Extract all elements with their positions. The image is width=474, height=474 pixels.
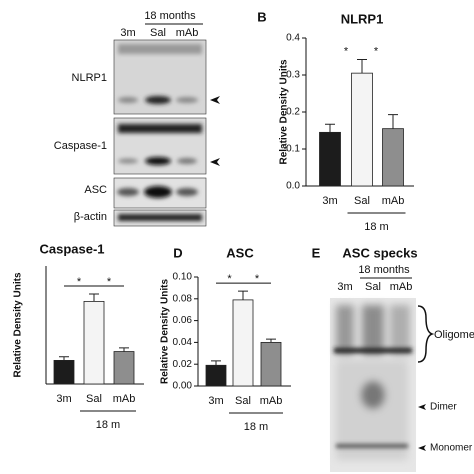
lane-label: mAb — [390, 281, 413, 293]
bar — [382, 128, 404, 187]
significance: * — [344, 45, 349, 57]
bar — [351, 72, 373, 187]
error-bar — [238, 290, 248, 300]
y-tick-label: 0.04 — [173, 337, 193, 348]
significance: * — [107, 276, 112, 288]
blot-a: 18 months 3m Sal mAb NLRP1 Caspase-1 ASC… — [54, 10, 220, 227]
y-tick-label: 0.2 — [286, 107, 300, 118]
lane-label: Sal — [150, 27, 166, 39]
y-tick-label: 0.10 — [173, 272, 193, 283]
y-tick-label: 0.02 — [173, 359, 193, 370]
x-tick-label: mAb — [260, 395, 283, 407]
y-axis-label: Relative Density Units — [160, 279, 171, 384]
y-tick-label: 0.06 — [173, 315, 193, 326]
band-label: Oligomer — [434, 329, 474, 341]
blot-e: E ASC specks 18 months 3m Sal mAb Oligom… — [312, 245, 474, 472]
x-tick-label: mAb — [113, 393, 136, 405]
x-tick-label: Sal — [86, 393, 102, 405]
arrowhead — [210, 158, 220, 166]
error-bar — [388, 114, 398, 129]
significance: * — [255, 273, 260, 285]
chart-title: Caspase-1 — [39, 241, 104, 256]
x-tick-label: 3m — [322, 195, 337, 207]
bands — [117, 44, 202, 221]
chart-title: NLRP1 — [341, 11, 384, 26]
panel-title: ASC specks — [342, 245, 417, 260]
error-bar — [325, 123, 335, 133]
error-bar — [266, 338, 276, 343]
y-axis-label: Relative Density Units — [279, 59, 290, 164]
bar — [319, 131, 341, 187]
arrowhead — [210, 96, 220, 104]
y-tick-label: 0.0 — [286, 181, 300, 192]
significance: * — [227, 273, 232, 285]
lane-label: 3m — [120, 27, 135, 39]
lane-label: mAb — [176, 27, 199, 39]
bar — [113, 351, 135, 385]
band-label: Dimer — [430, 402, 457, 413]
y-tick-label: 0.1 — [286, 144, 300, 155]
error-bar — [119, 347, 129, 352]
group-label: 18 months — [358, 264, 410, 276]
group-label: 18 m — [96, 419, 120, 431]
significance: * — [374, 45, 379, 57]
x-tick-label: Sal — [354, 195, 370, 207]
bands — [336, 305, 410, 460]
bar — [83, 300, 105, 385]
lane-label: 3m — [337, 281, 352, 293]
error-bar — [89, 293, 99, 302]
panel-label: D — [173, 245, 182, 260]
error-bar — [357, 58, 367, 74]
arrowhead — [418, 404, 426, 410]
x-tick-label: 3m — [208, 395, 223, 407]
row-label: NLRP1 — [72, 72, 107, 84]
y-tick-label: 0.08 — [173, 293, 193, 304]
arrowhead — [418, 445, 426, 451]
group-label: 18 m — [364, 221, 388, 233]
x-tick-label: 3m — [56, 393, 71, 405]
bar — [260, 341, 282, 387]
row-label: Caspase-1 — [54, 140, 107, 152]
group-label: 18 m — [244, 421, 268, 433]
panel-label: B — [257, 9, 266, 24]
error-bar — [59, 356, 69, 361]
row-label: ASC — [84, 184, 107, 196]
lane-label: Sal — [365, 281, 381, 293]
row-label: β-actin — [74, 211, 107, 223]
x-tick-label: Sal — [235, 395, 251, 407]
significance: * — [77, 276, 82, 288]
bar — [205, 364, 227, 387]
bar — [232, 299, 254, 387]
bracket — [417, 305, 435, 363]
error-bar — [211, 360, 221, 366]
chart-title: ASC — [226, 245, 254, 260]
y-tick-label: 0.00 — [173, 381, 193, 392]
band-label: Monomer — [430, 443, 473, 454]
y-tick-label: 0.4 — [286, 33, 300, 44]
panel-label: E — [312, 245, 321, 260]
y-axis-label: Relative Density Units — [13, 272, 24, 377]
bar — [53, 359, 75, 385]
x-tick-label: mAb — [382, 195, 405, 207]
group-label: 18 months — [144, 10, 196, 22]
y-tick-label: 0.3 — [286, 70, 300, 81]
